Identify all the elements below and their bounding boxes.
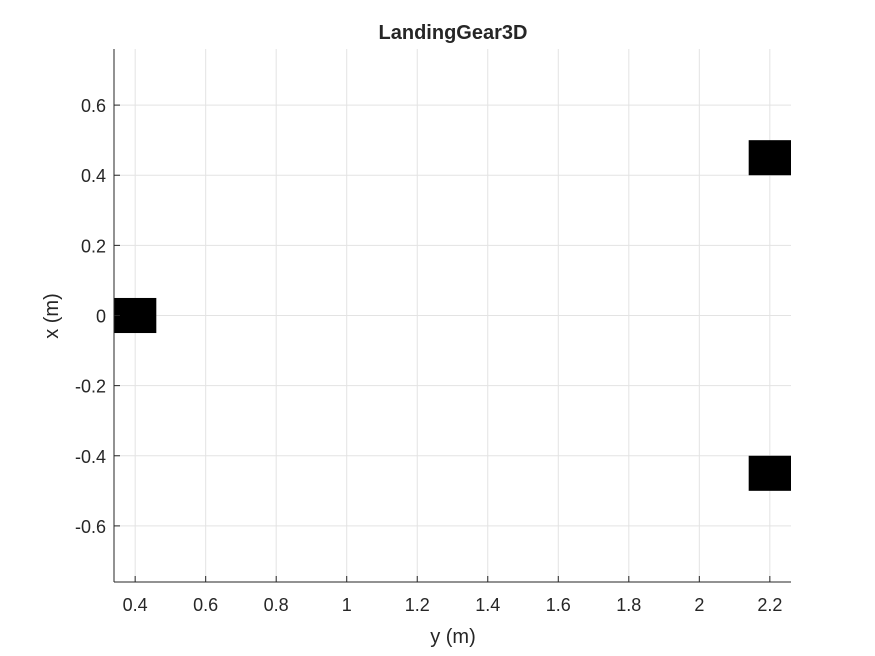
x-tick-label: 1.4: [475, 595, 500, 615]
y-tick-label: 0.4: [81, 166, 106, 186]
x-tick-label: 1: [342, 595, 352, 615]
x-tick-label: 1.2: [405, 595, 430, 615]
grid: [114, 49, 791, 582]
gear-marker-main-gear-starboard: [748, 455, 791, 491]
y-tick-label: -0.2: [75, 377, 106, 397]
x-tick-label: 0.8: [264, 595, 289, 615]
x-axis-label: y (m): [430, 626, 476, 648]
data-marks: [114, 140, 791, 491]
y-tick-label: -0.4: [75, 447, 106, 467]
y-tick-label: 0.2: [81, 236, 106, 256]
y-tick-label: 0.6: [81, 96, 106, 116]
axes: [113, 49, 791, 583]
y-tick-label: 0: [96, 307, 106, 327]
gear-marker-main-gear-port: [748, 140, 791, 176]
x-tick-label: 2.2: [757, 595, 782, 615]
y-tick-label: -0.6: [75, 517, 106, 537]
y-axis-label: x (m): [41, 293, 63, 339]
gear-marker-nose-gear: [114, 297, 157, 334]
x-tick-label: 1.6: [546, 595, 571, 615]
chart-title: LandingGear3D: [379, 22, 528, 44]
tick-labels: 0.4 0.6 0.8 1 1.2 1.4 1.6 1.8 2 2.2 -0.6 -0.4 -0.2 0 0…: [75, 96, 782, 615]
x-tick-label: 2: [694, 595, 704, 615]
x-tick-label: 0.6: [193, 595, 218, 615]
x-tick-label: 1.8: [616, 595, 641, 615]
x-tick-label: 0.4: [123, 595, 148, 615]
